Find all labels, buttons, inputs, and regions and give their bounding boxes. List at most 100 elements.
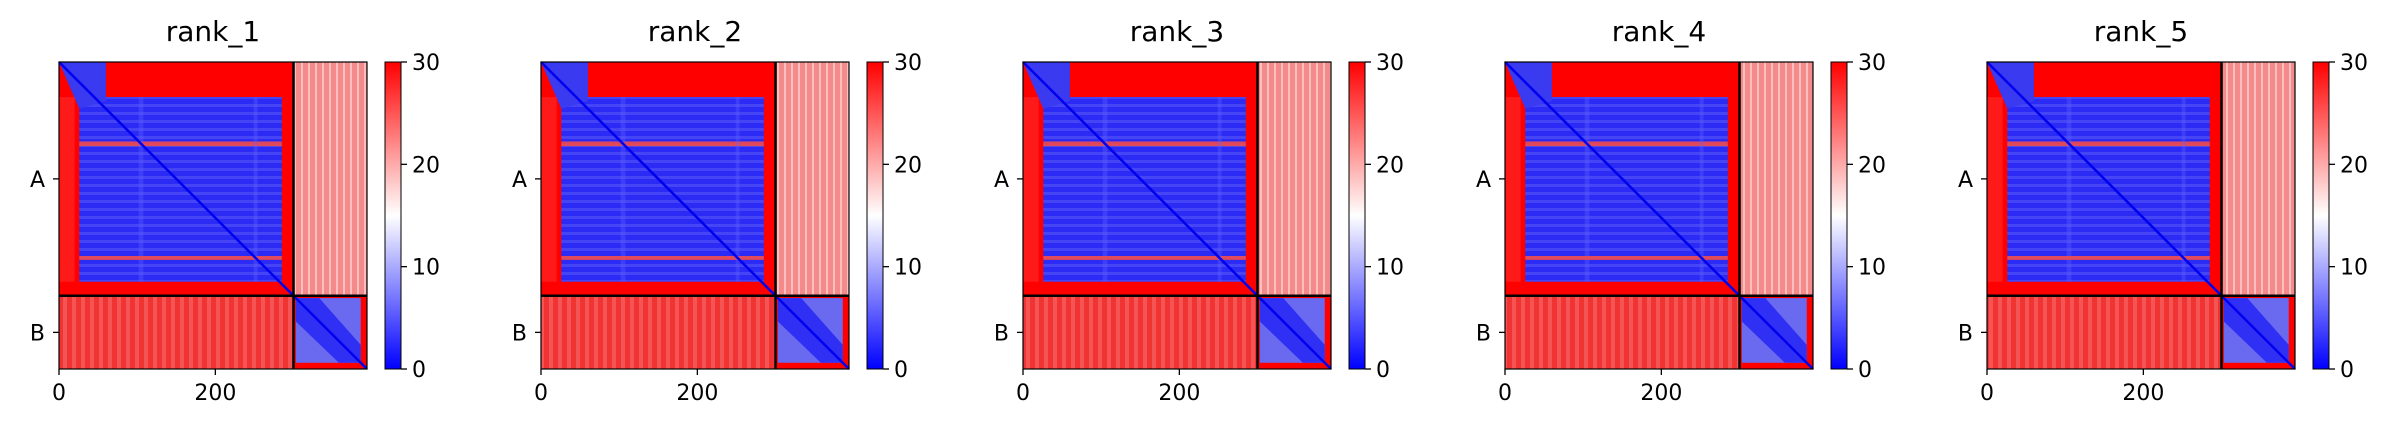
panel-rank_1: rank_1 A B 0 200 0 10 20 30 [30, 15, 440, 406]
x-tick-label: 0 [1498, 381, 1512, 406]
colorbar-gradient [2312, 61, 2330, 370]
y-tick-label-chain-B: B [30, 321, 45, 346]
chain-a-left-margin [1023, 97, 1039, 282]
colorbar-tick-label: 20 [1858, 153, 1886, 178]
panel-rank_3: rank_3 A B 0 200 0 10 20 30 [994, 15, 1404, 406]
axes-frame [1504, 61, 1814, 370]
colorbar: 0 10 20 30 [866, 51, 922, 383]
chain-a-diagonal [1986, 61, 2223, 297]
colorbar-tick-label: 30 [2340, 51, 2368, 76]
chain-a-red-band-h [561, 141, 764, 147]
colorbar: 0 10 20 30 [1348, 51, 1404, 383]
x-tick-label: 0 [52, 381, 66, 406]
y-tick-label-chain-B: B [1476, 321, 1491, 346]
panel-rank_4: rank_4 A B 0 200 0 10 20 30 [1476, 15, 1886, 406]
colorbar-tick-label: 0 [412, 358, 426, 383]
colorbar-tick-label: 10 [412, 256, 440, 281]
axes-frame [540, 61, 850, 370]
colorbar: 0 10 20 30 [384, 51, 440, 383]
y-tick-label-chain-A: A [1476, 168, 1491, 193]
chain-a-red-band-h [79, 256, 282, 260]
colorbar-gradient [1830, 61, 1848, 370]
chain-a-band-v [1699, 97, 1704, 282]
colorbar-tick-label: 0 [1858, 358, 1872, 383]
panel-title: rank_3 [1130, 15, 1224, 48]
axes-frame [58, 61, 368, 370]
colorbar-tick-label: 30 [1858, 51, 1886, 76]
colorbar-tick-label: 10 [2340, 256, 2368, 281]
colorbar-tick-label: 30 [894, 51, 922, 76]
panel-title: rank_5 [2094, 15, 2188, 48]
x-tick-label: 200 [2122, 381, 2164, 406]
chain-a-red-band-h [1043, 256, 1246, 260]
panel-title: rank_4 [1612, 15, 1706, 48]
colorbar-tick-label: 10 [1858, 256, 1886, 281]
chain-a-band-v [2066, 97, 2072, 282]
chain-a-band-v [2181, 97, 2186, 282]
chain-a-band-v [1584, 97, 1590, 282]
block-ab-texture [1257, 62, 1331, 296]
x-tick-label: 0 [1980, 381, 1994, 406]
panel-rank_2: rank_2 A B 0 200 0 10 20 30 [512, 15, 922, 406]
colorbar-tick-label: 20 [1376, 153, 1404, 178]
colorbar-tick-label: 10 [1376, 256, 1404, 281]
x-tick-label: 200 [194, 381, 236, 406]
block-ba-texture [59, 295, 294, 369]
chain-a-left-margin [541, 97, 557, 282]
chain-a-red-band-h [79, 141, 282, 147]
colorbar: 0 10 20 30 [2312, 51, 2368, 383]
chain-a-red-band-h [1525, 141, 1728, 147]
colorbar-tick-label: 0 [2340, 358, 2354, 383]
chain-b-diagonal [2220, 294, 2296, 370]
block-ba-texture [1023, 295, 1258, 369]
chain-a-diagonal [540, 61, 777, 297]
chain-a-diagonal [58, 61, 295, 297]
chain-a-red-band-h [1043, 141, 1246, 147]
panel-title: rank_2 [648, 15, 742, 48]
block-ba-texture [1987, 295, 2222, 369]
y-tick-label-chain-A: A [994, 168, 1009, 193]
chain-b-diagonal [774, 294, 850, 370]
axes-frame [1022, 61, 1332, 370]
y-tick-label-chain-B: B [994, 321, 1009, 346]
chain-a-red-band-h [561, 256, 764, 260]
chain-a-band-v [735, 97, 740, 282]
axes-frame [1986, 61, 2296, 370]
chain-a-diagonal [1022, 61, 1259, 297]
block-ba-texture [541, 295, 776, 369]
colorbar-gradient [866, 61, 884, 370]
chain-a-band-v [1102, 97, 1108, 282]
chain-a-left-margin [59, 97, 75, 282]
colorbar-tick-label: 20 [894, 153, 922, 178]
y-tick-label-chain-A: A [512, 168, 527, 193]
colorbar-gradient [384, 61, 402, 370]
y-tick-label-chain-A: A [1958, 168, 1973, 193]
colorbar-tick-label: 0 [894, 358, 908, 383]
chain-a-band-v [620, 97, 626, 282]
heatmap [1504, 61, 1814, 370]
block-ab-texture [2221, 62, 2295, 296]
heatmap [1986, 61, 2296, 370]
chain-a-band-v [253, 97, 258, 282]
block-ab-texture [293, 62, 367, 296]
x-tick-label: 0 [1016, 381, 1030, 406]
colorbar-tick-label: 0 [1376, 358, 1390, 383]
colorbar: 0 10 20 30 [1830, 51, 1886, 383]
y-tick-label-chain-B: B [512, 321, 527, 346]
x-tick-label: 0 [534, 381, 548, 406]
chain-b-diagonal [1256, 294, 1332, 370]
heatmap [58, 61, 368, 370]
colorbar-tick-label: 30 [1376, 51, 1404, 76]
heatmap [540, 61, 850, 370]
chain-a-band-v [1217, 97, 1222, 282]
colorbar-tick-label: 20 [2340, 153, 2368, 178]
colorbar-tick-label: 10 [894, 256, 922, 281]
panel-rank_5: rank_5 A B 0 200 0 10 20 30 [1958, 15, 2368, 406]
block-ab-texture [1739, 62, 1813, 296]
chain-a-red-band-h [2007, 256, 2210, 260]
block-ab-texture [775, 62, 849, 296]
chain-a-left-margin [1987, 97, 2003, 282]
y-tick-label-chain-A: A [30, 168, 45, 193]
colorbar-gradient [1348, 61, 1366, 370]
